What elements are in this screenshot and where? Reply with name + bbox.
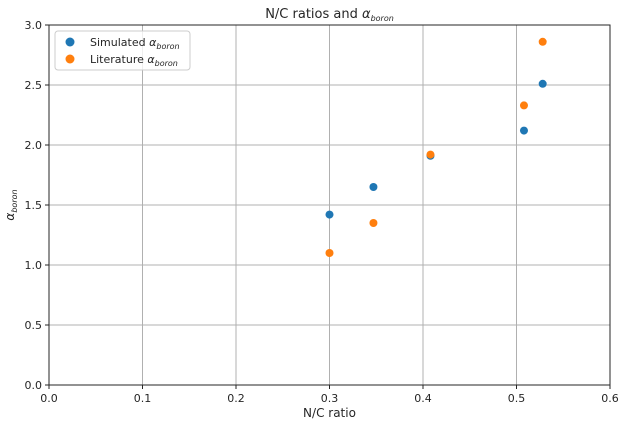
- data-point: [325, 210, 334, 219]
- legend-label-literature-symbol: α: [147, 53, 155, 66]
- data-point: [325, 249, 334, 257]
- y-tick-label: 1.0: [25, 259, 43, 272]
- y-axis-label: αboron: [3, 189, 19, 220]
- legend-label-simulated-text: Simulated: [90, 36, 149, 49]
- x-axis-label: N/C ratio: [303, 406, 356, 420]
- data-point: [538, 37, 547, 46]
- x-tick-label: 0.4: [414, 392, 432, 405]
- x-tick-label: 0.3: [321, 392, 339, 405]
- y-tick-label: 0.5: [25, 319, 43, 332]
- y-tick-label: 0.0: [25, 379, 43, 392]
- data-points: [325, 37, 547, 257]
- data-point: [369, 183, 378, 191]
- x-tick-label: 0.6: [601, 392, 619, 405]
- y-tick-label: 2.5: [25, 79, 43, 92]
- legend-label-simulated-subscript: boron: [156, 42, 179, 51]
- data-point: [426, 150, 435, 159]
- data-point: [519, 101, 528, 110]
- axis-ticks: 0.0 0.1 0.2 0.3 0.4 0.5 0.6 0.0 0.5 1.0 1.5 2.0 2.5 3…: [25, 19, 619, 405]
- series-literature: [325, 37, 547, 257]
- y-tick-label: 2.0: [25, 139, 43, 152]
- chart-title-subscript: boron: [371, 14, 394, 23]
- data-point: [369, 219, 378, 227]
- y-axis-label-symbol: α: [3, 213, 17, 221]
- x-tick-label: 0.0: [40, 392, 58, 405]
- chart-title-text: N/C ratios and: [265, 7, 362, 22]
- legend-marker-literature: [65, 54, 75, 64]
- legend-label-literature-text: Literature: [90, 53, 147, 66]
- chart-title: N/C ratios and αboron: [265, 7, 394, 23]
- legend-label-simulated: Simulated αboron: [90, 36, 180, 51]
- legend-label-literature: Literature αboron: [90, 53, 178, 68]
- y-tick-label: 1.5: [25, 199, 43, 212]
- data-point: [538, 79, 547, 88]
- y-axis-label-subscript: boron: [10, 189, 19, 212]
- legend-box: [54, 30, 191, 71]
- legend-marker-simulated: [65, 37, 75, 47]
- y-tick-label: 3.0: [25, 19, 43, 32]
- legend-label-literature-subscript: boron: [155, 59, 178, 68]
- legend: Simulated αboron Literature αboron: [54, 30, 191, 71]
- legend-label-simulated-symbol: α: [149, 36, 157, 49]
- data-point: [519, 126, 528, 135]
- x-tick-label: 0.2: [227, 392, 245, 405]
- chart-title-symbol: α: [362, 7, 371, 22]
- x-tick-label: 0.1: [134, 392, 152, 405]
- x-tick-label: 0.5: [508, 392, 526, 405]
